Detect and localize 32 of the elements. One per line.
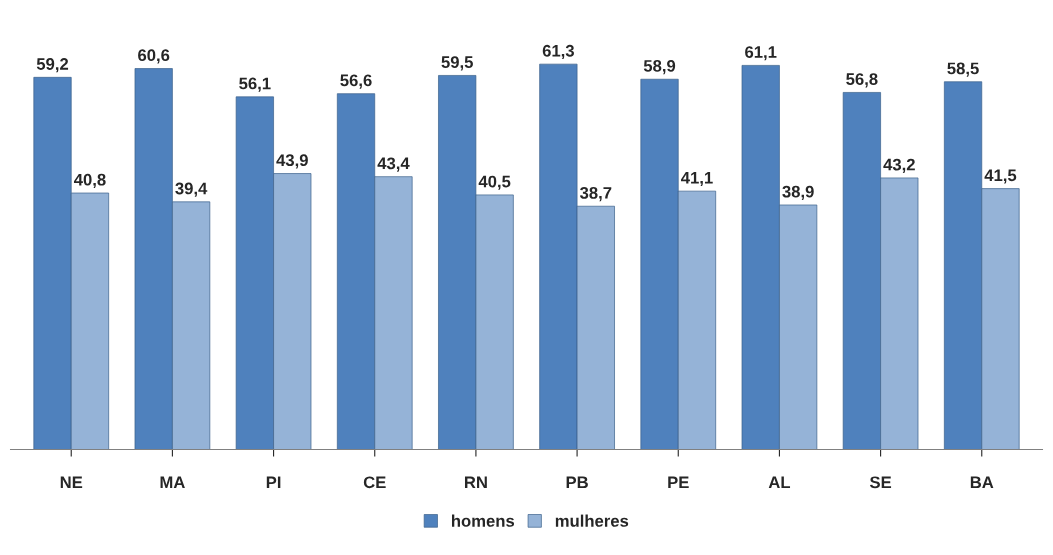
data-label: 58,9 (643, 59, 676, 75)
x-tick-label: MA (160, 476, 185, 489)
x-tick-label: PI (266, 476, 281, 489)
x-tick-label: PB (566, 476, 588, 489)
data-label: 40,5 (478, 175, 511, 190)
data-label: 56,1 (239, 77, 271, 92)
legend-label: mulheres (555, 514, 629, 527)
data-label: 56,6 (340, 74, 372, 89)
data-label: 38,9 (782, 185, 814, 200)
data-label: 60,6 (138, 49, 170, 64)
x-tick-label: RN (464, 476, 487, 489)
data-label: 38,7 (579, 186, 612, 202)
data-label: 43,2 (883, 158, 915, 173)
x-tick-label: PE (668, 476, 689, 489)
x-tick-label: SE (869, 476, 892, 489)
data-label: 61,1 (745, 46, 777, 61)
data-label: 40,8 (73, 173, 106, 188)
data-label: 41,5 (984, 169, 1017, 184)
data-label: 41,1 (681, 172, 713, 187)
data-label: 39,4 (175, 182, 208, 197)
data-label: 59,5 (441, 56, 473, 71)
data-label: 61,3 (542, 44, 574, 60)
data-label: 59,2 (36, 58, 69, 73)
data-label: 43,4 (377, 157, 410, 172)
legend-label: homens (452, 514, 515, 527)
data-label: 43,9 (276, 154, 308, 169)
data-label: 58,5 (947, 62, 979, 77)
data-label: 56,8 (846, 73, 878, 88)
x-tick-label: CE (363, 476, 386, 489)
x-tick-label: BA (970, 476, 994, 489)
x-tick-label: AL (768, 476, 791, 489)
x-tick-label: NE (60, 476, 83, 489)
